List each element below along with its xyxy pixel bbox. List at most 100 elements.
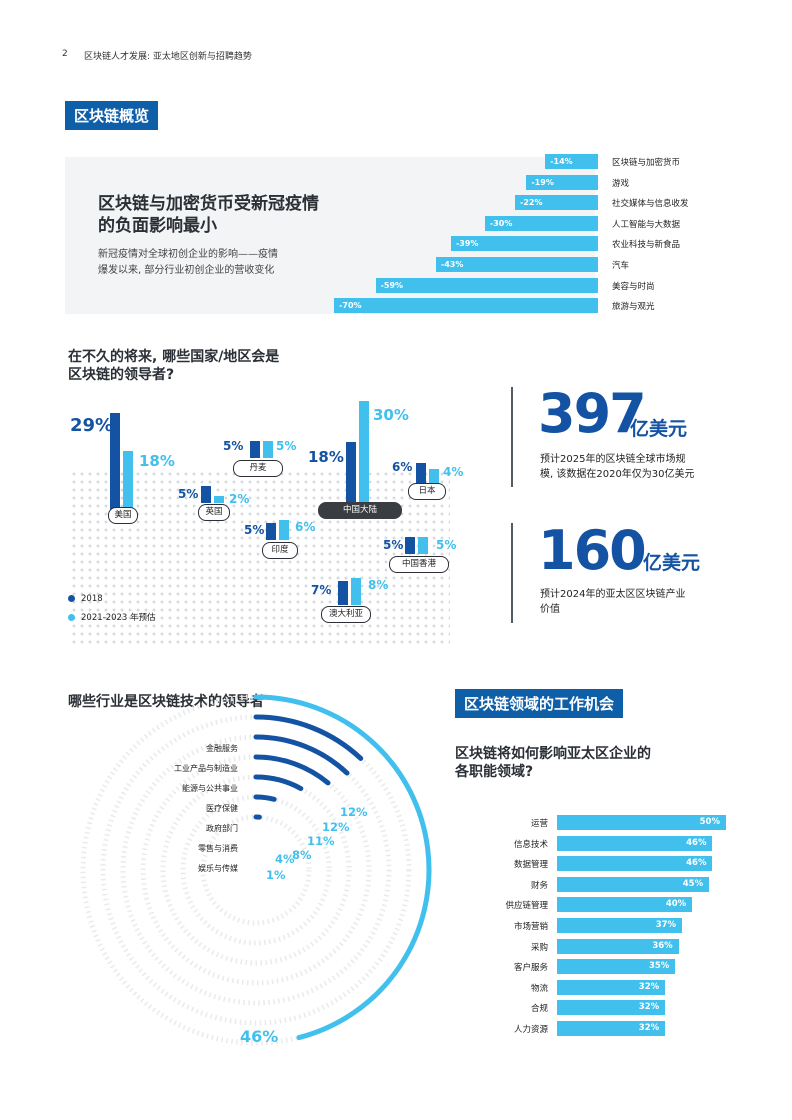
jobs-category-label: 人力资源	[513, 1025, 548, 1035]
country-bar-2018	[110, 413, 120, 512]
leaders-title-line1: 在不久的将来, 哪些国家/地区会是	[68, 349, 280, 365]
impact-bar: -39%	[450, 236, 598, 252]
stat-divider-2	[511, 523, 513, 623]
country-bar-2018	[416, 462, 426, 483]
industry-label: 零售与消费	[198, 844, 238, 853]
stat-2-unit: 亿美元	[643, 552, 701, 574]
country-label-forecast: 6%	[295, 520, 316, 534]
impact-category-label: 农业科技与新食品	[612, 240, 681, 251]
stat-2-number: 160	[538, 519, 647, 582]
country-label-2018: 5%	[383, 538, 404, 552]
country-pill: 中国大陆	[318, 502, 402, 519]
legend-forecast-label: 2021-2023 年预估	[81, 613, 156, 623]
industries-title: 哪些行业是区块链技术的领导者	[68, 694, 264, 710]
jobs-title: 区块链将如何影响亚太区企业的 各职能领域?	[455, 745, 651, 781]
jobs-bar: 46%	[557, 856, 713, 872]
stat-2-desc-line2: 价值	[540, 604, 560, 615]
stat-1-description: 预计2025年的区块链全球市场规 模, 该数据在2020年仅为30亿美元	[540, 452, 695, 482]
jobs-category-label: 财务	[530, 880, 548, 891]
impact-category-label: 社交媒体与信息收发	[612, 199, 689, 210]
country-bar-forecast	[351, 577, 361, 605]
overview-section-tag: 区块链概览	[65, 101, 159, 130]
jobs-title-line2: 各职能领域?	[455, 764, 534, 780]
industry-percent: 12%	[322, 820, 350, 834]
industry-ring-track	[140, 754, 372, 986]
stat-1-number: 397	[538, 382, 647, 445]
country-label-2018: 5%	[223, 439, 244, 453]
industry-ring-track	[180, 794, 332, 946]
impact-bar: -19%	[526, 174, 598, 190]
jobs-bar: 50%	[557, 815, 726, 830]
impact-bar: -59%	[375, 277, 598, 293]
country-label-2018: 29%	[70, 415, 114, 436]
country-pill: 澳大利亚	[321, 606, 371, 623]
jobs-bar: 36%	[557, 938, 679, 954]
jobs-category-label: 信息技术	[513, 839, 548, 850]
industry-label: 能源与公共事业	[182, 784, 238, 793]
impact-bar: -14%	[545, 154, 598, 169]
impact-category-label: 旅游与观光	[612, 302, 655, 313]
stat-2-description: 预计2024年的亚太区区块链产业 价值	[540, 587, 685, 617]
impact-bar: -30%	[484, 215, 598, 231]
jobs-bar: 45%	[557, 876, 710, 892]
industry-label: 政府部门	[206, 824, 238, 833]
country-label-2018: 7%	[311, 583, 332, 597]
jobs-category-label: 采购	[530, 942, 548, 953]
impact-category-label: 游戏	[612, 178, 630, 189]
legend-2018: 2018	[68, 594, 103, 604]
industry-percent: 8%	[292, 848, 312, 862]
stat-1-desc-line1: 预计2025年的区块链全球市场规	[540, 454, 686, 465]
country-label-2018: 18%	[308, 448, 344, 466]
jobs-bar: 40%	[557, 897, 693, 913]
industry-ring-arc	[253, 794, 277, 802]
stat-2-desc-line1: 预计2024年的亚太区区块链产业	[540, 589, 686, 600]
impact-bar: -22%	[515, 195, 598, 211]
country-label-2018: 5%	[244, 523, 265, 537]
country-bar-2018	[201, 486, 211, 503]
country-pill: 印度	[262, 542, 298, 559]
country-bar-2018	[346, 441, 356, 503]
country-pill: 美国	[108, 507, 138, 524]
country-label-forecast: 18%	[139, 452, 175, 470]
industry-label: 工业产品与制造业	[174, 764, 238, 773]
country-label-2018: 5%	[178, 487, 199, 501]
industry-percent: 4%	[275, 852, 295, 866]
country-label-forecast: 5%	[276, 439, 297, 453]
industry-ring-track	[200, 814, 312, 926]
country-pill: 日本	[408, 483, 446, 500]
jobs-category-label: 客户服务	[513, 963, 548, 974]
country-label-forecast: 5%	[436, 538, 457, 552]
jobs-bar: 35%	[557, 959, 676, 975]
country-bar-forecast	[214, 496, 224, 503]
country-bar-forecast	[123, 450, 133, 512]
overview-title-line1: 区块链与加密货币受新冠疫情	[98, 194, 319, 214]
legend-dot-light	[68, 614, 75, 621]
country-bar-forecast	[263, 441, 273, 458]
industry-ring-arc	[253, 734, 350, 776]
industry-label: 娱乐与传媒	[198, 864, 238, 873]
country-label-forecast: 30%	[373, 406, 409, 424]
industry-percent: 11%	[307, 834, 335, 848]
jobs-section-tag: 区块链领域的工作机会	[455, 689, 624, 718]
leaders-title-line2: 区块链的领导者?	[68, 367, 175, 383]
impact-bar: -43%	[435, 257, 598, 272]
overview-desc-line2: 爆发以来, 部分行业初创企业的营收变化	[98, 265, 275, 276]
industry-percent: 12%	[340, 805, 368, 819]
country-bar-2018	[266, 523, 276, 540]
country-pill: 中国香港	[389, 556, 449, 573]
legend-dot-dark	[68, 595, 75, 602]
jobs-bar: 32%	[557, 1021, 666, 1036]
industry-ring-arc	[253, 694, 432, 1041]
page-number: 2	[62, 49, 68, 59]
jobs-bar: 32%	[557, 1000, 666, 1016]
industry-percent: 1%	[266, 868, 286, 882]
impact-bar: -70%	[334, 298, 598, 314]
jobs-title-line1: 区块链将如何影响亚太区企业的	[455, 746, 651, 762]
document-title: 区块链人才发展: 亚太地区创新与招聘趋势	[84, 52, 252, 62]
country-label-2018: 6%	[392, 460, 413, 474]
world-map-dots	[70, 470, 450, 645]
country-bar-2018	[250, 441, 260, 458]
jobs-bar: 32%	[557, 979, 666, 995]
jobs-category-label: 数据管理	[513, 860, 548, 871]
